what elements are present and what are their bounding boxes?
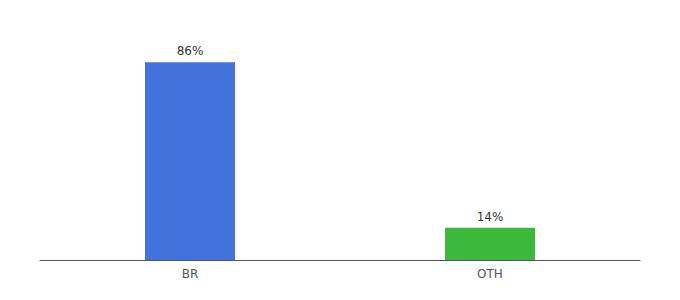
svg-text:14%: 14% (477, 210, 504, 224)
svg-text:BR: BR (182, 267, 199, 281)
svg-text:OTH: OTH (477, 267, 503, 281)
svg-text:86%: 86% (177, 44, 204, 58)
